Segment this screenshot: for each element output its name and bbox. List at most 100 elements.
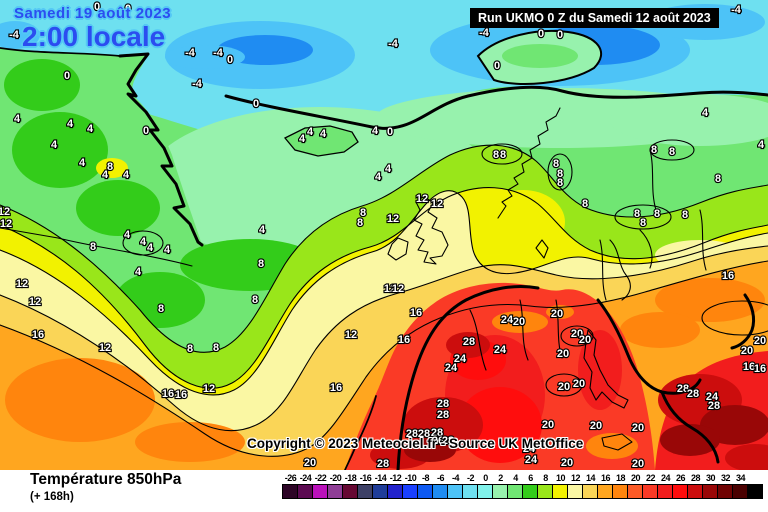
legend-color-box — [747, 484, 763, 499]
temp-label: 20 — [573, 378, 585, 390]
legend-tick-label: 2 — [498, 473, 503, 483]
temp-label: 0 — [253, 98, 259, 110]
temp-label: 4 — [375, 171, 382, 183]
legend-color-box — [297, 484, 313, 499]
temp-label: 0 — [125, 3, 131, 15]
legend-color-box — [402, 484, 418, 499]
legend-cell: 18 — [612, 473, 628, 499]
contour-lines — [0, 47, 768, 470]
legend-tick-label: -22 — [314, 473, 327, 483]
temp-label: 0 — [494, 60, 500, 72]
legend-tick-label: -16 — [359, 473, 372, 483]
legend-cell: -8 — [417, 473, 433, 499]
temp-label: 4 — [140, 236, 147, 248]
temp-label: 12 — [99, 342, 111, 354]
legend-color-box — [342, 484, 358, 499]
legend-color-box — [702, 484, 718, 499]
temp-label: 4 — [123, 169, 130, 181]
temp-label: 28 — [437, 409, 449, 421]
temp-label: 4 — [307, 126, 314, 138]
legend-tick-label: 28 — [690, 473, 701, 483]
legend-cell: -10 — [402, 473, 418, 499]
valid-time-text: 2:00 locale — [22, 20, 166, 52]
legend-tick-label: -18 — [344, 473, 357, 483]
legend-tick-label: -8 — [421, 473, 430, 483]
temp-label: 12 — [0, 218, 12, 230]
temp-label: -4 — [213, 47, 224, 59]
temp-label: 20 — [542, 419, 554, 431]
temp-label: 24 — [523, 443, 536, 455]
legend-cell: -2 — [462, 473, 478, 499]
legend-color-box — [507, 484, 523, 499]
legend-color-box — [582, 484, 598, 499]
temp-label: 8 — [187, 343, 193, 355]
copyright-text: Copyright © 2023 Meteociel.fr - Source U… — [247, 436, 584, 451]
temperature-field — [0, 0, 768, 470]
temp-label: 28 — [677, 383, 689, 395]
temp-label: -4 — [731, 4, 742, 16]
legend-tick-label: 26 — [675, 473, 686, 483]
legend-tick-label: 20 — [630, 473, 641, 483]
legend-tick-label: 8 — [543, 473, 548, 483]
temp-label: 0 — [64, 70, 70, 82]
temp-label: 16 — [410, 307, 422, 319]
forecast-offset: (+ 168h) — [30, 491, 74, 503]
legend-color-box — [537, 484, 553, 499]
temp-label: 24 — [445, 362, 458, 374]
legend-cell: 32 — [717, 473, 733, 499]
legend-color-box — [717, 484, 733, 499]
temp-label: 8 — [669, 146, 675, 158]
legend-color-box — [612, 484, 628, 499]
legend-tick-label: 18 — [615, 473, 626, 483]
temp-label: 28 — [437, 398, 449, 410]
temp-label: 12 — [392, 283, 404, 295]
legend-cell: 24 — [657, 473, 673, 499]
legend-color-box — [672, 484, 688, 499]
temp-label: 16 — [743, 361, 755, 373]
temp-label: 24 — [494, 344, 507, 356]
legend-tick-label: 24 — [660, 473, 671, 483]
temp-label: 20 — [551, 308, 563, 320]
temp-label: 8 — [158, 303, 164, 315]
legend-tick-label: 10 — [555, 473, 566, 483]
legend-color-box — [687, 484, 703, 499]
temp-label: 16 — [722, 270, 734, 282]
legend-color-box — [627, 484, 643, 499]
legend-tick-label: -14 — [374, 473, 387, 483]
temp-label: 26 — [432, 435, 444, 447]
temp-label: 4 — [124, 229, 131, 241]
temp-label: 20 — [632, 422, 644, 434]
temp-label: 0 — [387, 126, 393, 138]
legend-color-box — [327, 484, 343, 499]
temp-label: 8 — [654, 208, 660, 220]
temp-label: 0 — [94, 1, 100, 13]
temp-label: -4 — [388, 38, 399, 50]
legend-cell: 4 — [507, 473, 523, 499]
legend-tick-label: 34 — [735, 473, 746, 483]
temp-label: -4 — [479, 27, 490, 39]
temp-label: 12 — [384, 283, 396, 295]
legend-tick-label: 6 — [528, 473, 533, 483]
legend-color-box — [432, 484, 448, 499]
temp-label: 4 — [259, 224, 266, 236]
legend-color-box — [387, 484, 403, 499]
temp-label: 12 — [345, 329, 357, 341]
temp-label: 16 — [754, 363, 766, 375]
legend-cell: 0 — [477, 473, 493, 499]
legend-tick-label: -10 — [404, 473, 417, 483]
legend-cell: 30 — [702, 473, 718, 499]
temp-label: 4 — [147, 242, 154, 254]
temp-label: 4 — [102, 169, 109, 181]
temp-label: 8 — [90, 241, 96, 253]
legend-tick-label: 16 — [600, 473, 611, 483]
legend-cell: 20 — [627, 473, 643, 499]
temp-label: 28 — [708, 400, 720, 412]
temp-label: 12 — [387, 213, 399, 225]
temp-label: 8 — [252, 294, 258, 306]
legend-cell: 16 — [597, 473, 613, 499]
legend-cell: -12 — [387, 473, 403, 499]
temp-label: 12 — [16, 278, 28, 290]
temp-label: 0 — [227, 54, 233, 66]
temp-label: 20 — [513, 316, 525, 328]
temp-label: 8 — [107, 161, 113, 173]
